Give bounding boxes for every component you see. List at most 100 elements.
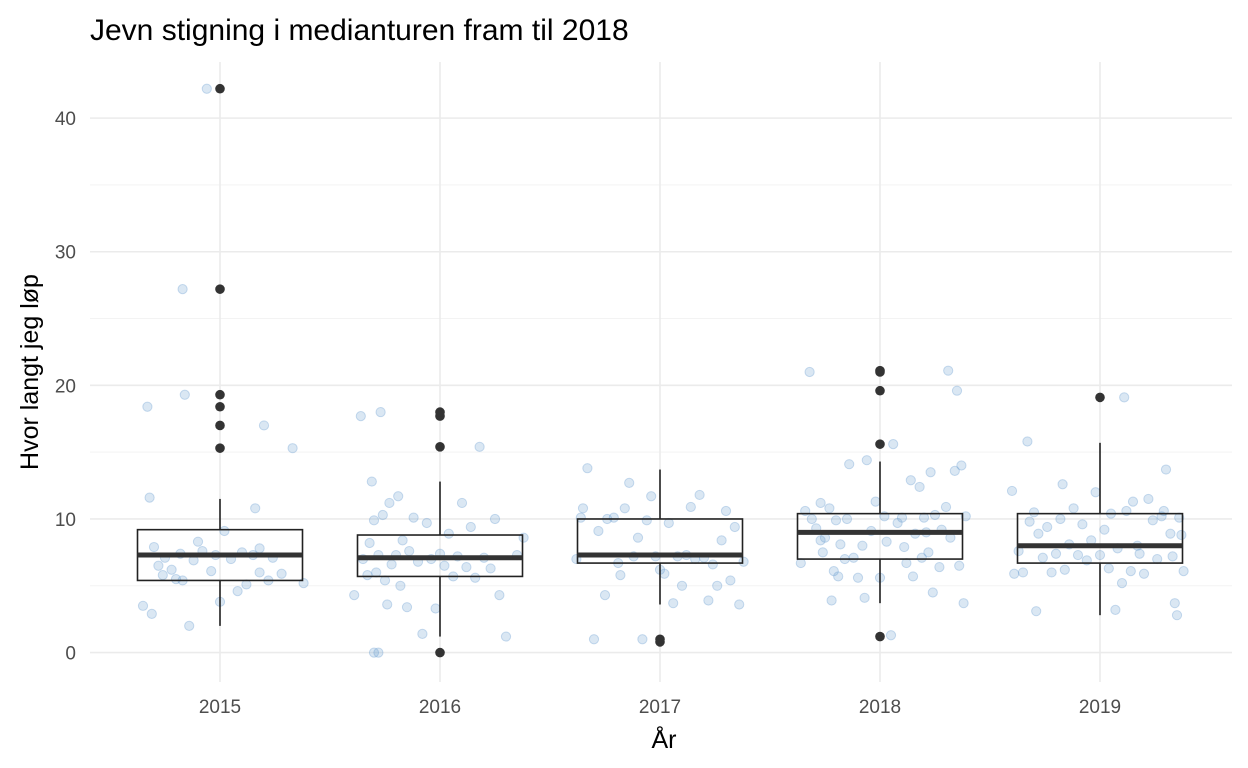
jitter-point: [386, 559, 397, 570]
jitter-point: [146, 608, 157, 619]
jitter-point: [841, 513, 853, 525]
jitter-point: [914, 481, 925, 493]
jitter-point: [703, 595, 714, 606]
jitter-point: [729, 521, 740, 533]
jitter-point: [861, 455, 872, 466]
jitter-point: [166, 564, 177, 575]
jitter-point: [206, 565, 217, 577]
jitter-point: [881, 536, 892, 547]
jitter-point: [377, 509, 388, 521]
jitter-point: [960, 511, 971, 522]
jitter-point: [646, 491, 657, 502]
jitter-point: [844, 459, 855, 470]
jitter-point: [184, 620, 195, 631]
jitter-point: [949, 465, 960, 476]
jitter-point: [593, 525, 604, 537]
jitter-point: [1160, 464, 1172, 475]
jitter-point: [848, 552, 859, 563]
box-iqr: [576, 518, 744, 564]
jitter-point: [142, 401, 153, 412]
jitter-point: [734, 599, 745, 610]
box-2015: [136, 83, 304, 626]
outlier-point: [215, 420, 225, 431]
jitter-point: [857, 540, 868, 551]
jitter-point: [1017, 567, 1029, 578]
jitter-point: [1022, 436, 1033, 447]
jitter-point: [923, 547, 934, 558]
jitter-point: [1094, 549, 1106, 561]
jitter-point: [716, 535, 727, 546]
jitter-point: [250, 503, 261, 514]
y-tick-label: 20: [55, 376, 76, 397]
jitter-point: [137, 600, 149, 611]
jitter-point: [1072, 549, 1084, 561]
jitter-point: [624, 477, 635, 489]
jitter-point: [885, 630, 897, 641]
jitter-point: [430, 603, 441, 614]
outlier-point: [655, 634, 665, 645]
jitter-point: [443, 528, 454, 539]
jitter-point: [393, 491, 404, 502]
jitter-point: [408, 512, 419, 523]
jitter-point: [1147, 515, 1158, 526]
jitter-point: [1090, 487, 1101, 498]
x-tick-label: 2019: [1079, 697, 1121, 718]
jitter-point: [439, 560, 450, 571]
jitter-point: [615, 570, 626, 581]
jitter-point: [177, 284, 188, 295]
jitter-point: [1167, 551, 1178, 562]
jitter-point: [1057, 479, 1068, 490]
jitter-point: [954, 560, 965, 571]
grid-layer: [90, 62, 1232, 682]
jitter-point: [364, 537, 375, 549]
x-axis-title: År: [652, 724, 677, 754]
box-2016: [356, 407, 524, 658]
jitter-point: [375, 406, 386, 418]
jitter-point: [254, 567, 265, 578]
jitter-point: [830, 515, 842, 526]
jitter-point: [1165, 528, 1176, 539]
jitter-point: [817, 547, 828, 558]
jitter-point: [599, 590, 611, 601]
jitter-point: [905, 475, 916, 486]
jitter-point: [465, 521, 476, 533]
jitter-point: [899, 541, 910, 553]
jitter-point: [153, 560, 164, 571]
jitter-point: [1138, 568, 1150, 579]
jitter-point: [494, 590, 505, 601]
outlier-point: [435, 407, 445, 417]
jitter-point: [577, 503, 589, 514]
jitter-point: [632, 532, 644, 543]
jitter-point: [368, 647, 380, 658]
jitter-point: [1033, 528, 1044, 539]
jitter-point: [1055, 513, 1066, 525]
outlier-point: [875, 365, 885, 376]
jitter-point: [1178, 565, 1189, 577]
jitter-point: [1099, 524, 1110, 535]
jitter-point: [1176, 529, 1187, 541]
x-tick-label: 2015: [199, 697, 241, 718]
jitter-point: [485, 563, 496, 574]
box-2019: [1016, 392, 1184, 616]
jitter-point: [712, 580, 723, 591]
jitter-points-layer: [137, 83, 1189, 658]
jitter-point: [943, 365, 954, 376]
jitter-point: [1031, 606, 1042, 617]
jitter-point: [608, 512, 619, 523]
jitter-point: [826, 595, 837, 606]
outlier-point: [875, 385, 885, 396]
outlier-point: [215, 389, 225, 400]
jitter-point: [916, 552, 927, 563]
jitter-point: [815, 497, 826, 509]
jitter-point: [1110, 604, 1121, 615]
jitter-point: [582, 463, 593, 474]
jitter-point: [1103, 563, 1114, 574]
jitter-point: [1125, 565, 1136, 577]
y-axis-title: Hvor langt jeg løp: [16, 274, 44, 470]
jitter-point: [1024, 516, 1035, 527]
jitter-point: [1046, 567, 1057, 578]
jitter-point: [940, 501, 952, 513]
jitter-point: [179, 389, 190, 400]
jitter-point: [474, 441, 485, 452]
outlier-point: [215, 443, 225, 453]
